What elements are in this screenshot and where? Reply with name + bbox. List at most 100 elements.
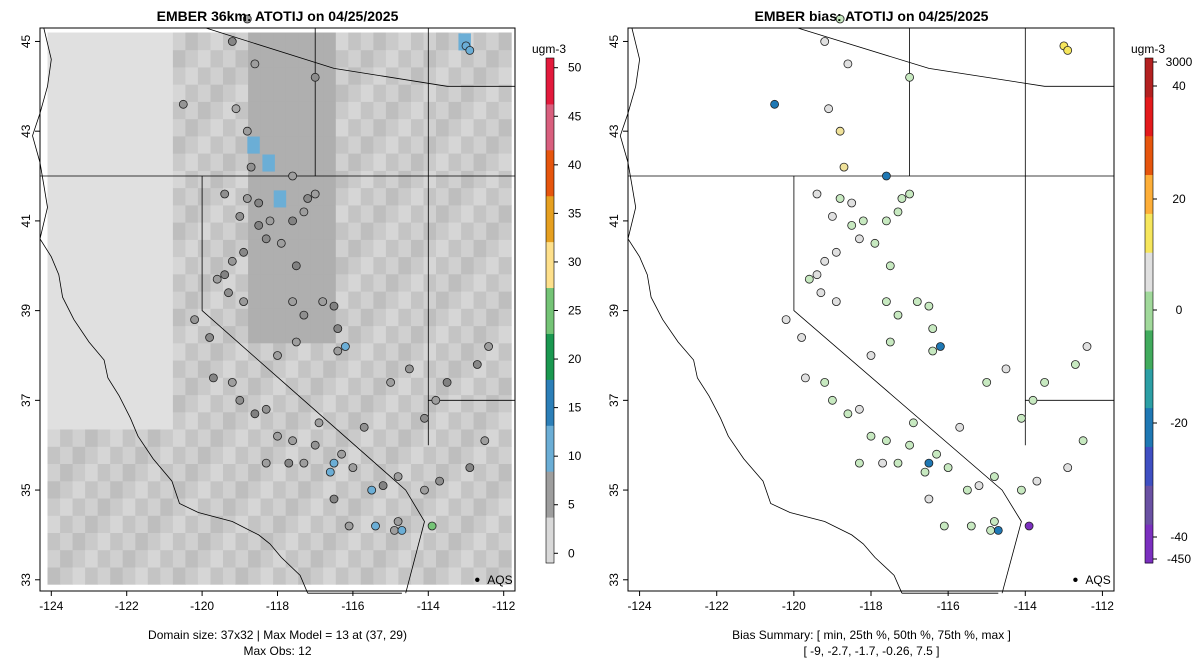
station-marker[interactable] [843, 59, 853, 69]
station-marker[interactable] [344, 521, 354, 531]
station-marker[interactable] [288, 297, 298, 307]
station-marker[interactable] [878, 458, 887, 468]
station-marker[interactable] [235, 395, 245, 405]
station-marker[interactable] [1063, 463, 1073, 473]
station-marker[interactable] [250, 59, 260, 69]
station-marker[interactable] [781, 315, 791, 325]
station-marker[interactable] [828, 211, 837, 221]
station-marker[interactable] [431, 395, 441, 405]
station-marker[interactable] [239, 247, 249, 257]
station-marker[interactable] [982, 377, 992, 387]
station-marker[interactable] [885, 261, 895, 271]
station-marker[interactable] [828, 395, 837, 405]
station-marker[interactable] [250, 409, 260, 419]
station-marker[interactable] [276, 238, 286, 248]
station-marker[interactable] [303, 194, 313, 203]
station-marker[interactable] [465, 46, 475, 55]
station-marker[interactable] [924, 458, 934, 468]
station-marker[interactable] [246, 162, 256, 172]
station-marker[interactable] [420, 413, 429, 423]
station-marker[interactable] [847, 198, 857, 208]
station-marker[interactable] [963, 485, 972, 495]
station-marker[interactable] [932, 449, 941, 459]
station-marker[interactable] [242, 194, 252, 203]
station-marker[interactable] [310, 189, 320, 199]
station-marker[interactable] [855, 234, 864, 244]
station-marker[interactable] [912, 297, 922, 307]
station-marker[interactable] [318, 297, 328, 307]
station-marker[interactable] [299, 458, 309, 468]
station-marker[interactable] [465, 463, 475, 473]
station-marker[interactable] [928, 346, 938, 356]
station-marker[interactable] [1017, 413, 1026, 423]
station-marker[interactable] [920, 467, 930, 477]
station-marker[interactable] [943, 463, 953, 473]
station-marker[interactable] [893, 458, 903, 468]
station-marker[interactable] [389, 526, 399, 535]
station-marker[interactable] [329, 458, 339, 468]
station-marker[interactable] [974, 481, 984, 491]
station-marker[interactable] [329, 301, 339, 311]
station-marker[interactable] [835, 126, 845, 136]
station-marker[interactable] [242, 126, 252, 136]
station-marker[interactable] [273, 351, 282, 360]
station-marker[interactable] [1024, 521, 1034, 531]
station-marker[interactable] [329, 494, 339, 504]
station-marker[interactable] [242, 14, 252, 24]
station-marker[interactable] [208, 373, 218, 383]
station-marker[interactable] [235, 211, 245, 221]
station-marker[interactable] [855, 458, 864, 468]
station-marker[interactable] [986, 526, 995, 535]
station-marker[interactable] [816, 288, 826, 298]
station-marker[interactable] [325, 467, 335, 477]
station-marker[interactable] [847, 220, 857, 230]
station-marker[interactable] [893, 310, 903, 320]
station-marker[interactable] [843, 409, 853, 419]
station-marker[interactable] [820, 377, 830, 387]
station-marker[interactable] [835, 194, 845, 203]
station-marker[interactable] [291, 337, 301, 347]
station-marker[interactable] [831, 297, 841, 307]
station-marker[interactable] [1028, 395, 1038, 405]
station-marker[interactable] [897, 194, 907, 203]
station-marker[interactable] [205, 333, 215, 342]
station-marker[interactable] [812, 270, 822, 280]
station-marker[interactable] [227, 37, 237, 46]
station-marker[interactable] [386, 377, 396, 387]
station-marker[interactable] [812, 189, 822, 199]
station-marker[interactable] [966, 521, 976, 531]
station-marker[interactable] [288, 171, 298, 181]
station-marker[interactable] [212, 274, 222, 284]
station-marker[interactable] [870, 238, 880, 248]
station-marker[interactable] [1032, 476, 1042, 486]
station-marker[interactable] [359, 422, 369, 432]
station-marker[interactable] [797, 333, 806, 342]
station-marker[interactable] [420, 485, 429, 495]
station-marker[interactable] [990, 517, 999, 526]
station-marker[interactable] [866, 351, 876, 360]
station-marker[interactable] [480, 436, 490, 446]
station-marker[interactable] [804, 274, 814, 284]
station-marker[interactable] [882, 436, 891, 446]
station-marker[interactable] [939, 521, 949, 531]
station-marker[interactable] [820, 256, 830, 266]
station-marker[interactable] [288, 436, 298, 446]
station-marker[interactable] [333, 324, 343, 334]
station-marker[interactable] [254, 198, 264, 208]
station-marker[interactable] [770, 99, 779, 109]
station-marker[interactable] [337, 449, 347, 459]
station-marker[interactable] [820, 37, 830, 46]
station-marker[interactable] [1078, 436, 1088, 446]
station-marker[interactable] [990, 472, 999, 482]
station-marker[interactable] [855, 404, 864, 414]
station-marker[interactable] [839, 162, 849, 172]
station-marker[interactable] [801, 373, 810, 383]
station-marker[interactable] [378, 481, 388, 491]
station-marker[interactable] [882, 297, 891, 307]
station-marker[interactable] [299, 310, 309, 320]
station-marker[interactable] [1017, 485, 1026, 495]
station-marker[interactable] [824, 104, 833, 114]
station-marker[interactable] [261, 458, 271, 468]
station-marker[interactable] [291, 261, 301, 271]
station-marker[interactable] [224, 288, 233, 298]
